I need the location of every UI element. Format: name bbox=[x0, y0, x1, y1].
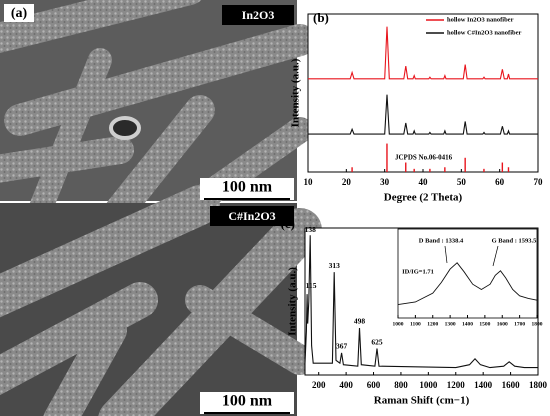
panel-label: (a) bbox=[11, 6, 28, 21]
x-tick-label: 1200 bbox=[427, 321, 438, 327]
x-tick-label: 1100 bbox=[410, 321, 421, 327]
x-tick-label: 1000 bbox=[419, 380, 438, 390]
x-tick-label: 1700 bbox=[514, 321, 525, 327]
x-tick-label: 1600 bbox=[502, 380, 521, 390]
x-tick-label: 1400 bbox=[474, 380, 493, 390]
x-tick-label: 1000 bbox=[393, 321, 404, 327]
x-tick-label: 1300 bbox=[445, 321, 456, 327]
plot-frame bbox=[307, 13, 539, 173]
legend-label: hollow C#In2O3 nanofiber bbox=[447, 29, 522, 36]
image-tag: In2O3 bbox=[242, 8, 275, 22]
annotation: D Band : 1338.4 bbox=[419, 237, 464, 244]
peak-label: 367 bbox=[336, 342, 348, 351]
sem-image-bottom bbox=[0, 185, 322, 416]
peak-label: 313 bbox=[329, 261, 341, 270]
annotation-arrow bbox=[492, 245, 499, 267]
peak-label: 498 bbox=[354, 317, 366, 326]
image-tag: C#In2O3 bbox=[228, 209, 275, 223]
panel-label: (c) bbox=[281, 216, 295, 231]
x-tick-label: 40 bbox=[419, 177, 429, 187]
annotation: ID/IG=1.71 bbox=[402, 268, 434, 275]
legend-label: hollow In2O3 nanofiber bbox=[447, 16, 514, 23]
sem-image-top bbox=[0, 0, 316, 225]
x-tick-label: 200 bbox=[312, 380, 326, 390]
x-tick-label: 600 bbox=[367, 380, 381, 390]
scale-bar-label: 100 nm bbox=[222, 179, 273, 196]
peak-label: 115 bbox=[306, 281, 317, 290]
peak-label: 625 bbox=[371, 337, 383, 346]
plot-frame bbox=[397, 228, 538, 319]
annotation-arrow bbox=[444, 245, 448, 264]
reference-label: JCPDS No.06-0416 bbox=[395, 154, 453, 162]
peak-label: 138 bbox=[305, 225, 317, 234]
x-tick-label: 1200 bbox=[447, 380, 466, 390]
x-tick-label: 800 bbox=[394, 380, 408, 390]
image-tag-box bbox=[210, 206, 294, 226]
series-line bbox=[304, 235, 538, 369]
x-tick-label: 70 bbox=[534, 177, 544, 187]
scale-bar-label: 100 nm bbox=[222, 393, 273, 410]
scale-bar-box bbox=[200, 392, 294, 414]
x-axis-label: Degree (2 Theta) bbox=[384, 192, 463, 204]
annotation: G Band : 1593.5 bbox=[492, 237, 538, 244]
x-tick-label: 20 bbox=[342, 177, 352, 187]
x-tick-label: 1500 bbox=[479, 321, 490, 327]
x-tick-label: 400 bbox=[339, 380, 353, 390]
image-tag-box bbox=[222, 5, 294, 25]
x-axis-label: Raman Shift (cm−1) bbox=[374, 395, 470, 407]
x-tick-label: 1800 bbox=[529, 380, 548, 390]
x-tick-label: 1800 bbox=[532, 321, 543, 327]
panel-label: (b) bbox=[313, 10, 329, 25]
x-tick-label: 1400 bbox=[462, 321, 473, 327]
x-tick-label: 60 bbox=[495, 177, 505, 187]
scale-bar-box bbox=[200, 178, 294, 200]
x-tick-label: 30 bbox=[380, 177, 390, 187]
y-axis-label: Intensity (a.u.) bbox=[287, 267, 299, 336]
x-tick-label: 10 bbox=[304, 177, 314, 187]
series-line bbox=[308, 94, 538, 135]
series-line bbox=[397, 262, 538, 306]
x-tick-label: 1600 bbox=[497, 321, 508, 327]
series-line bbox=[308, 26, 538, 80]
y-axis-label: Intensity (a.u.) bbox=[290, 58, 302, 127]
panel-label-box bbox=[4, 4, 34, 22]
x-tick-label: 50 bbox=[457, 177, 467, 187]
